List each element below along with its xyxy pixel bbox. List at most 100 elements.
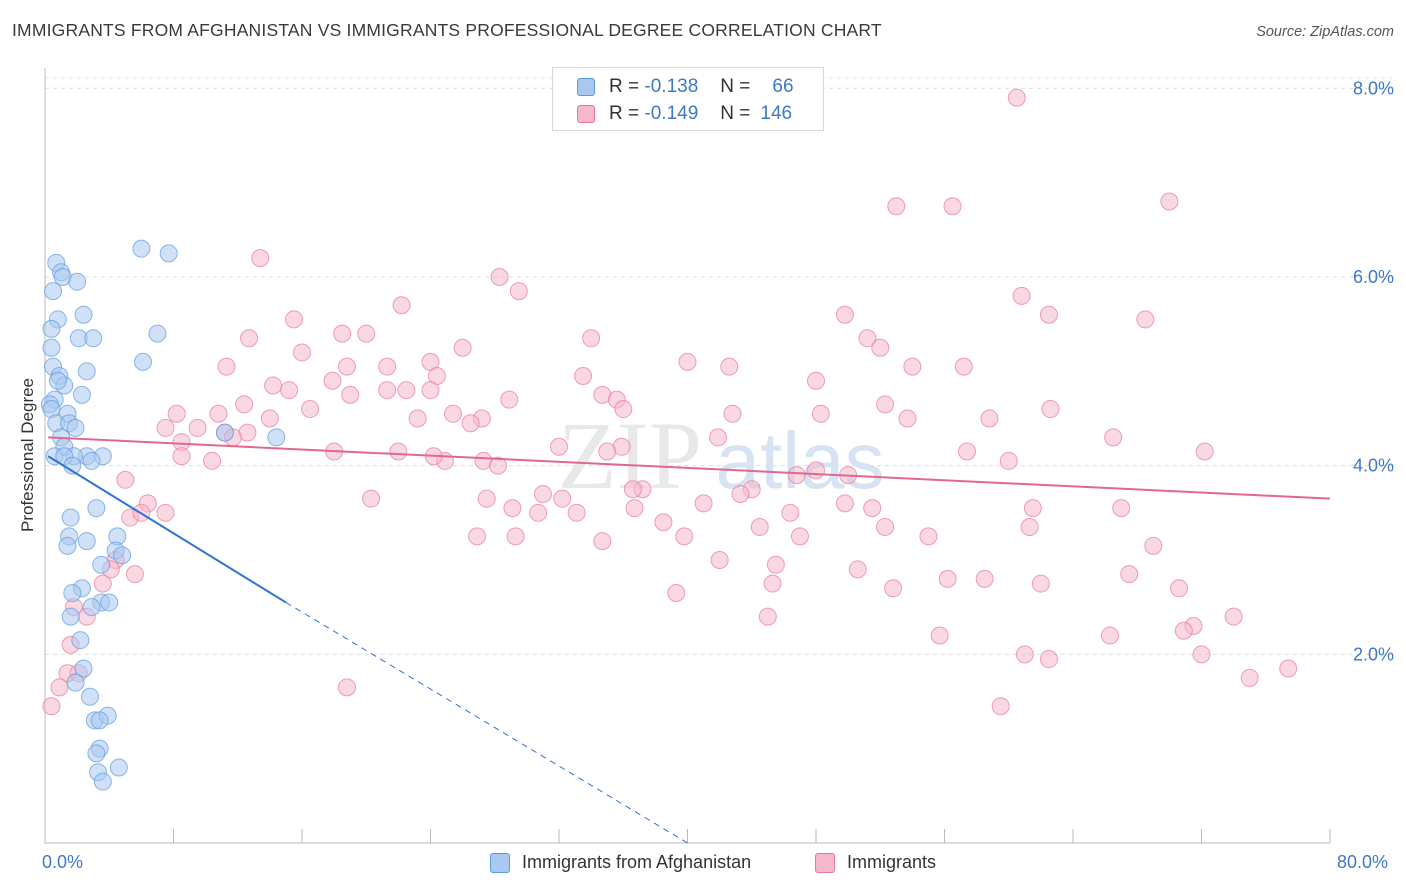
immigrants-point: [293, 343, 311, 362]
immigrants-point: [1136, 310, 1155, 329]
n-label: N =: [720, 103, 751, 124]
immigrants-point: [1100, 626, 1119, 645]
r-value: -0.149: [644, 103, 699, 124]
immigrants-point: [341, 385, 360, 404]
legend-swatch-immigrants: [577, 105, 595, 123]
n-value: 146: [760, 103, 793, 124]
afghanistan-point: [61, 508, 80, 527]
axes: [44, 68, 1331, 844]
trend-lines: [47, 436, 1331, 844]
immigrants-point: [991, 697, 1010, 716]
immigrants-point: [421, 381, 440, 400]
immigrants-point: [1012, 286, 1031, 305]
legend-label-afghanistan: Immigrants from Afghanistan: [522, 852, 752, 872]
immigrants-point: [614, 400, 633, 419]
immigrants-point: [763, 574, 782, 593]
immigrants-point: [667, 584, 686, 603]
immigrants-point: [188, 418, 207, 437]
immigrants-point: [871, 338, 890, 357]
afghanistan-point: [87, 499, 106, 518]
immigrants-point: [1192, 645, 1211, 664]
immigrants-point: [876, 395, 895, 414]
afghanistan-point: [42, 338, 61, 357]
afghanistan-point: [63, 584, 82, 603]
immigrants-point: [172, 447, 191, 466]
immigrants-point: [835, 305, 854, 324]
immigrants-point: [301, 400, 320, 419]
immigrants-point: [260, 409, 279, 428]
r-value: -0.138: [644, 76, 699, 97]
immigrants-point: [93, 574, 112, 593]
x-tick-label-min: 0.0%: [42, 852, 84, 872]
afghanistan-point: [72, 385, 91, 404]
y-tick-label: 4.0%: [1353, 456, 1394, 476]
immigrants-point: [1023, 499, 1042, 518]
afghanistan-point: [100, 593, 119, 612]
immigrants-point: [710, 550, 729, 569]
immigrants-point: [1174, 621, 1193, 640]
source-label: Source: ZipAtlas.com: [1256, 24, 1394, 40]
immigrants-point: [1240, 668, 1259, 687]
afghanistan-point: [42, 319, 61, 338]
afghanistan-point: [159, 244, 178, 263]
immigrants-point: [392, 296, 411, 315]
stats-legend: R = -0.138 N = 66 R = -0.149 N = 146: [552, 67, 824, 131]
immigrants-point: [598, 442, 617, 461]
immigrants-point: [50, 678, 69, 697]
immigrants-point: [678, 352, 697, 371]
immigrants-point: [378, 357, 397, 376]
immigrants-point: [239, 329, 258, 348]
immigrants-point: [42, 697, 61, 716]
immigrants-point: [1160, 192, 1179, 211]
immigrants-point: [337, 357, 356, 376]
immigrants-point: [357, 324, 376, 343]
immigrants-point: [217, 357, 236, 376]
immigrants-point: [884, 579, 903, 598]
immigrants-point: [903, 357, 922, 376]
immigrants-point: [898, 409, 917, 428]
immigrants-point: [720, 357, 739, 376]
immigrants-point: [938, 569, 957, 588]
immigrants-point: [461, 414, 480, 433]
legend-swatch-afghanistan: [490, 852, 510, 873]
immigrants-point: [509, 282, 528, 301]
legend-item-afghanistan[interactable]: Immigrants from Afghanistan: [490, 852, 751, 873]
immigrants-point: [1104, 428, 1123, 447]
immigrants-point: [1031, 574, 1050, 593]
legend-item-immigrants[interactable]: Immigrants: [815, 852, 936, 873]
afghanistan-point: [148, 324, 167, 343]
immigrants-point: [876, 517, 895, 536]
immigrants-point: [781, 503, 800, 522]
afghanistan-point: [74, 659, 93, 678]
immigrants-point: [156, 503, 175, 522]
immigrants-point: [156, 418, 175, 437]
immigrants-point: [362, 489, 381, 508]
afghanistan-point: [84, 329, 103, 348]
immigrants-point: [533, 484, 552, 503]
immigrants-point: [453, 338, 472, 357]
afghanistan-point: [267, 428, 286, 447]
n-value: 66: [772, 76, 794, 97]
immigrants-point: [1144, 536, 1163, 555]
immigrants-point: [593, 532, 612, 551]
legend-swatch-immigrants: [815, 852, 835, 873]
immigrants-point: [500, 390, 519, 409]
afghanistan-point: [133, 352, 152, 371]
afghanistan-point: [77, 532, 96, 551]
afghanistan-point: [215, 423, 234, 442]
afghanistan-point: [68, 272, 87, 291]
immigrants-point: [750, 517, 769, 536]
immigrants-point: [488, 456, 507, 475]
series-afghanistan-points: [40, 239, 286, 791]
immigrants-point: [807, 461, 825, 480]
immigrants-point: [954, 357, 973, 376]
immigrants-point: [443, 404, 462, 423]
afghanistan-point: [82, 598, 101, 617]
afghanistan-point: [74, 305, 93, 324]
immigrants-point: [848, 560, 867, 579]
y-tick-label: 8.0%: [1353, 78, 1394, 98]
immigrants-point: [625, 499, 644, 518]
immigrants-point: [209, 404, 228, 423]
immigrants-point: [1279, 659, 1298, 678]
